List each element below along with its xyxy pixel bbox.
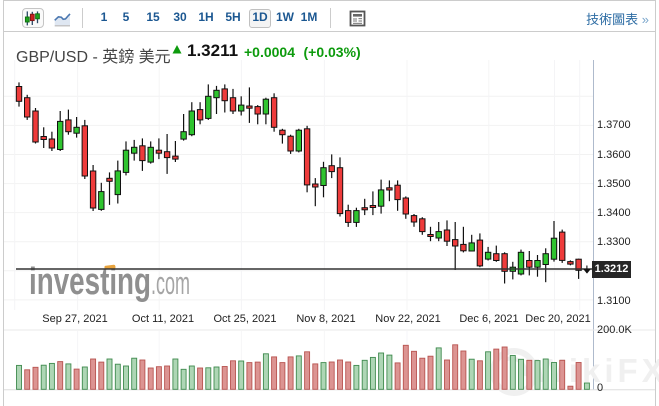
svg-text:investing: investing: [29, 261, 151, 303]
svg-text:.com: .com: [151, 265, 190, 301]
